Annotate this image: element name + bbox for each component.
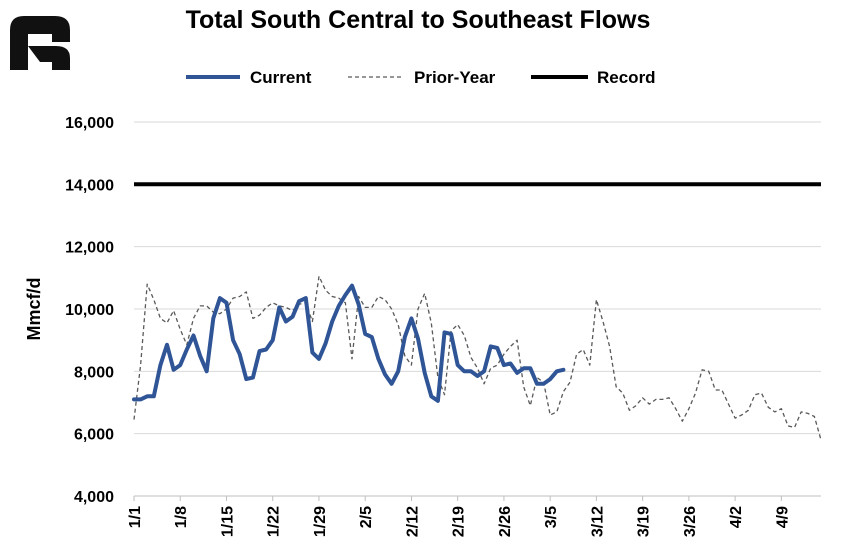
x-tick-label: 1/15: [219, 506, 236, 537]
y-axis-ticks: 4,000 6,000 8,000 10,000 12,000 14,000 16,000: [65, 115, 114, 506]
x-tick-label: 3/12: [589, 506, 606, 537]
x-tick-label: 2/26: [497, 506, 514, 537]
y-axis-title: Mmcf/d: [24, 278, 44, 341]
legend-label-current: Current: [250, 68, 312, 87]
x-tick-label: 3/19: [636, 506, 653, 537]
legend-label-record: Record: [597, 68, 656, 87]
x-tick-label: 2/5: [358, 506, 375, 528]
x-tick-label: 4/9: [774, 506, 791, 528]
x-tick-label: 2/12: [404, 506, 421, 537]
x-tick-label: 3/26: [682, 506, 699, 537]
y-tick-label: 6,000: [74, 427, 114, 444]
chart-title: Total South Central to Southeast Flows: [186, 6, 651, 34]
y-tick-label: 14,000: [65, 177, 114, 194]
legend: Current Prior-Year Record: [186, 68, 656, 87]
logo-mark-top: [10, 16, 70, 70]
gridlines: [134, 121, 821, 435]
y-tick-label: 4,000: [74, 489, 114, 506]
y-tick-label: 10,000: [65, 302, 114, 319]
legend-label-prior-year: Prior-Year: [414, 68, 496, 87]
x-tick-label: 1/29: [312, 506, 329, 537]
x-tick-label: 1/22: [266, 506, 283, 537]
x-tick-label: 3/5: [543, 506, 560, 528]
series-line-current: [132, 283, 566, 403]
series: [132, 182, 822, 441]
x-axis-ticks: 1/1 1/8 1/15 1/22 1/29 2/5 2/12 2/19 2/26 3/5 3/12…: [127, 496, 791, 537]
company-logo: [10, 16, 70, 70]
y-tick-label: 16,000: [65, 115, 114, 132]
series-line-prior-year: [133, 275, 822, 441]
x-tick-label: 2/19: [451, 506, 468, 537]
logo-mark-bottom: [28, 46, 70, 70]
x-tick-label: 1/1: [127, 506, 144, 528]
x-tick-label: 4/2: [728, 506, 745, 528]
y-tick-label: 8,000: [74, 364, 114, 381]
x-tick-label: 1/8: [173, 506, 190, 528]
y-tick-label: 12,000: [65, 240, 114, 257]
